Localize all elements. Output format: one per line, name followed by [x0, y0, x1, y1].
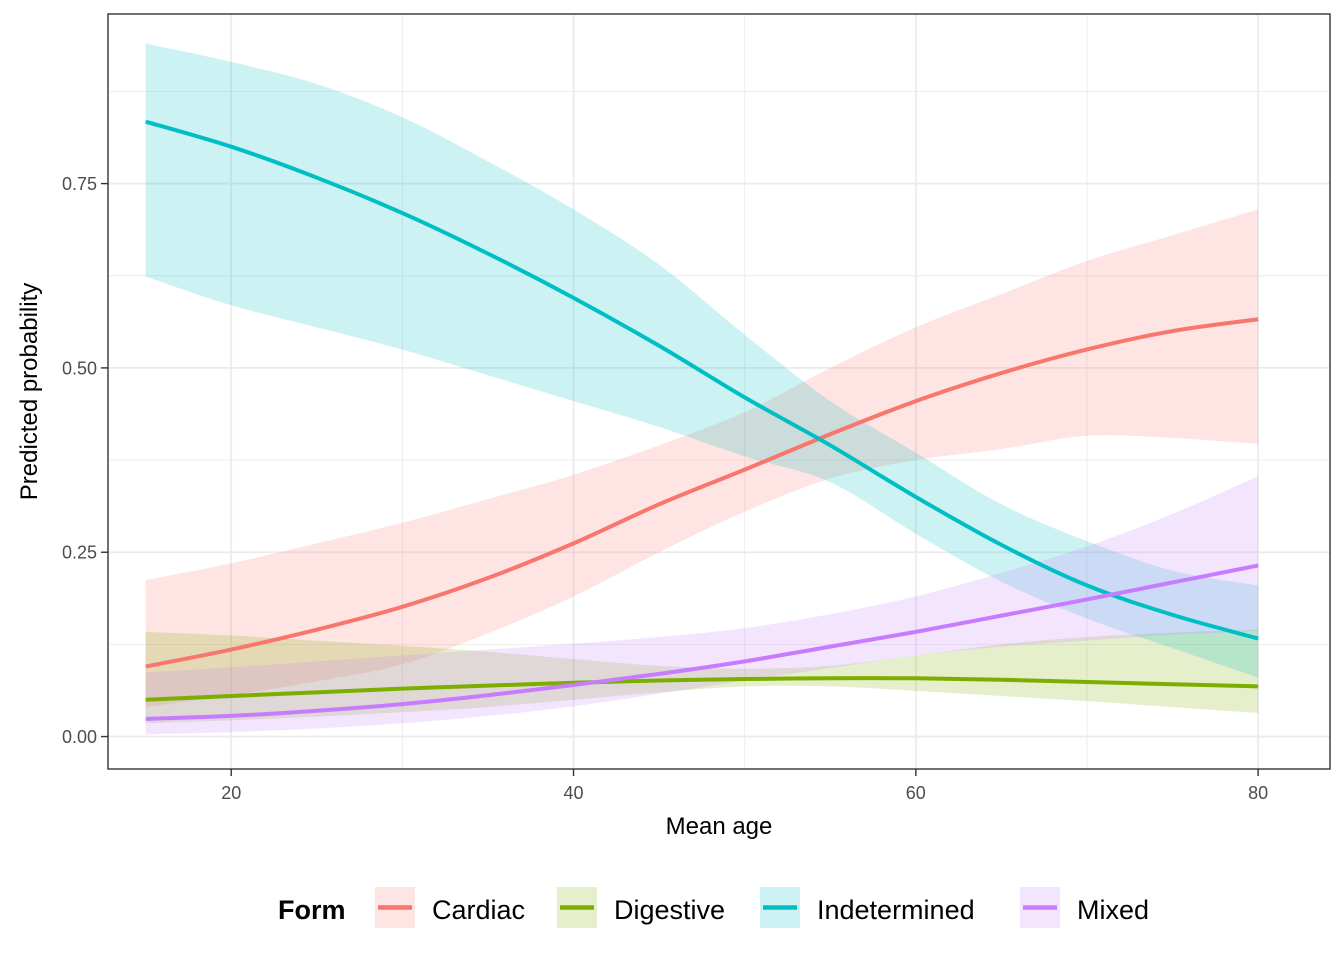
legend-title: Form — [278, 895, 346, 925]
series-line-cardiac — [145, 317, 1259, 669]
y-tick-label: 0.25 — [62, 543, 97, 563]
x-tick-label: 80 — [1248, 783, 1268, 803]
y-axis-title: Predicted probability — [16, 283, 43, 500]
x-tick-label: 60 — [906, 783, 926, 803]
axes: 20 40 60 80 0.00 0.25 0.50 0.75 — [62, 174, 1268, 803]
y-tick-label: 0.75 — [62, 174, 97, 194]
ribbon-mixed — [145, 476, 1259, 735]
ribbon-indetermined — [145, 43, 1259, 678]
ribbon-digestive — [145, 629, 1259, 724]
legend-label-indetermined: Indetermined — [817, 895, 975, 925]
legend-label-cardiac: Cardiac — [432, 895, 525, 925]
x-tick-label: 40 — [564, 783, 584, 803]
ribbon-cardiac — [145, 209, 1259, 708]
x-tick-label: 20 — [221, 783, 241, 803]
legend: Form Cardiac Digestive Indetermined Mixed — [278, 887, 1149, 928]
confidence-ribbons — [145, 43, 1259, 735]
grid-lines — [108, 14, 1330, 769]
series-lines — [145, 119, 1259, 721]
series-line-digestive — [145, 676, 1259, 702]
plot-panel-border — [107, 13, 1331, 770]
series-line-indetermined — [145, 119, 1259, 641]
legend-label-mixed: Mixed — [1077, 895, 1149, 925]
y-tick-label: 0.50 — [62, 358, 97, 378]
plot-panel-background — [108, 14, 1330, 769]
y-tick-label: 0.00 — [62, 727, 97, 747]
series-line-mixed — [145, 563, 1259, 721]
legend-label-digestive: Digestive — [614, 895, 725, 925]
x-axis-title: Mean age — [666, 813, 773, 840]
